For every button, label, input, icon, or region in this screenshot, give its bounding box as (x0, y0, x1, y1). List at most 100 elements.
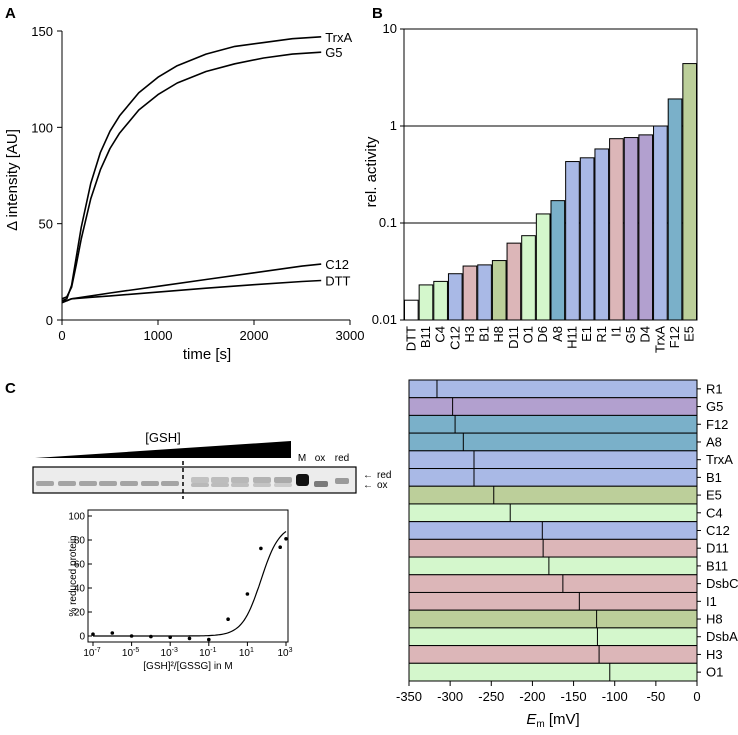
bar-label-dtt: DTT (403, 326, 418, 351)
em-x-tick-label: -300 (437, 689, 463, 704)
curve-x-tick-exponent: 3 (289, 647, 293, 654)
em-row-label-b1: B1 (706, 470, 722, 485)
em-x-tick-label: -200 (519, 689, 545, 704)
em-x-tick-label: -100 (602, 689, 628, 704)
em-row-label-e5: E5 (706, 488, 722, 503)
lane-label-ox: ox (315, 453, 326, 464)
em-x-label-main: E (526, 711, 537, 728)
series-label-c12: C12 (325, 257, 349, 272)
curve-x-tick-label: 10-1 (199, 647, 216, 659)
panel-label-b: B (372, 5, 383, 22)
bar-h3 (462, 265, 478, 321)
em-bar-trxa (408, 450, 698, 470)
panel-b-y-tick-label: 1 (390, 118, 397, 133)
em-bar-e5 (408, 485, 698, 505)
gel-band-red (274, 477, 292, 483)
gel-band-red (191, 477, 209, 483)
bar-label-h3: H3 (462, 326, 477, 343)
em-row-label-r1: R1 (706, 381, 723, 396)
bar-o1 (521, 235, 536, 321)
curve-y-tick-label: 0 (79, 632, 85, 643)
curve-data-point (91, 632, 95, 636)
bar-b1 (477, 264, 492, 321)
em-bar-a8 (408, 432, 698, 452)
bar-f12 (667, 98, 683, 321)
curve-x-tick-base: 10 (277, 648, 289, 659)
gel-band-ox (211, 483, 229, 487)
gel-band-ox (141, 481, 159, 486)
band-label-red: red (377, 470, 391, 481)
panel-b-bar-chart: B DTT B11 C4 C12 H3 B1 H8 D11 O1 D6 A8 H11 E1 R1 I1 G5 D… (363, 5, 698, 353)
series-label-g5: G5 (325, 45, 342, 60)
curve-x-tick-label: 10-5 (122, 647, 139, 659)
em-bar-o1 (408, 662, 698, 682)
panel-b-frame (403, 28, 698, 321)
gsh-gradient-label: [GSH] (145, 430, 180, 445)
em-row-label-a8: A8 (706, 434, 722, 449)
series-label-dtt: DTT (325, 274, 350, 289)
bar-label-f12: F12 (667, 326, 682, 348)
panel-label-c: C (5, 380, 16, 397)
panel-b-y-tick-label: 0.1 (379, 215, 397, 230)
bar-label-e5: E5 (682, 326, 697, 342)
gel-band-ox (99, 481, 117, 486)
curve-y-tick-label: 40 (74, 584, 86, 595)
panel-c-em-bar-chart: R1 G5 F12 A8 TrxA B1 E5 C4 C12 D11 B11 DsbC I1 H8 DsbA… (396, 379, 738, 730)
curve-x-tick-exponent: -5 (133, 647, 139, 654)
em-x-tick-label: -150 (561, 689, 587, 704)
curve-y-tick-label: 100 (68, 512, 85, 523)
bar-g5 (623, 137, 639, 321)
gel-band-ox (274, 483, 292, 487)
panel-a-x-tick-label: 3000 (336, 328, 365, 343)
panel-label-a: A (5, 5, 16, 22)
em-bar-c12 (408, 521, 698, 540)
em-row-label-dsba: DsbA (706, 629, 738, 644)
curve-y-tick-label: 60 (74, 560, 86, 571)
curve-data-point (245, 592, 250, 596)
curve-x-tick-label: 101 (239, 647, 254, 659)
bar-label-h8: H8 (491, 326, 506, 343)
em-x-label-unit: [mV] (545, 711, 580, 728)
gel-bands (36, 474, 349, 487)
bar-h11 (565, 161, 580, 321)
curve-x-tick-exponent: -1 (210, 647, 216, 654)
curve-x-label: [GSH]²/[GSSG] in M (143, 661, 232, 672)
band-label-ox: ox (377, 480, 388, 491)
curve-data-point (129, 634, 134, 638)
curve-x-tick-base: 10 (239, 648, 251, 659)
curve-data-point (259, 546, 263, 551)
curve-data-point (226, 617, 230, 621)
bar-c4 (433, 280, 448, 321)
curve-x-tick-base: 10 (122, 648, 134, 659)
bar-label-e1: E1 (579, 326, 594, 342)
gel-band-red (211, 477, 229, 483)
em-x-tick-label: -250 (478, 689, 504, 704)
em-row-label-o1: O1 (706, 665, 723, 680)
em-row-label-trxa: TrxA (706, 452, 733, 467)
em-bar-i1 (408, 591, 698, 611)
bar-trxa (653, 125, 668, 321)
bar-h8 (491, 260, 507, 321)
curve-x-tick-exponent: -3 (172, 647, 178, 654)
series-line-g5 (61, 51, 322, 300)
panel-a-y-tick-label: 50 (39, 217, 53, 232)
curve-data-point (110, 631, 115, 635)
bar-label-r1: R1 (594, 326, 609, 343)
em-x-label: Em [mV] (526, 711, 579, 730)
bar-r1 (594, 148, 610, 321)
lane-label-m: M (298, 453, 306, 464)
em-row-label-d11: D11 (706, 541, 729, 556)
em-row-label-h8: H8 (706, 612, 723, 627)
bar-e5 (682, 63, 697, 321)
em-bar-b1 (408, 468, 698, 487)
curve-data-point (187, 636, 192, 641)
gel-band-ox (314, 481, 328, 487)
bar-e1 (579, 157, 595, 321)
bar-label-c4: C4 (433, 326, 448, 343)
curve-y-tick-label: 20 (74, 608, 86, 619)
em-row-label-dsbc: DsbC (706, 576, 738, 591)
bar-dtt (404, 299, 419, 321)
bar-d6 (535, 213, 551, 321)
gel-band-marker (296, 474, 309, 486)
curve-x-tick-label: 103 (277, 647, 292, 659)
